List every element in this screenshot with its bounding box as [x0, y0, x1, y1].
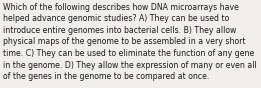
Text: physical maps of the genome to be assembled in a very short: physical maps of the genome to be assemb… [3, 37, 246, 46]
Text: time. C) They can be used to eliminate the function of any gene: time. C) They can be used to eliminate t… [3, 49, 254, 58]
Text: helped advance genomic studies? A) They can be used to: helped advance genomic studies? A) They … [3, 14, 229, 23]
Text: of the genes in the genome to be compared at once.: of the genes in the genome to be compare… [3, 72, 210, 81]
Text: introduce entire genomes into bacterial cells. B) They allow: introduce entire genomes into bacterial … [3, 26, 236, 35]
Text: Which of the following describes how DNA microarrays have: Which of the following describes how DNA… [3, 3, 239, 12]
Text: in the genome. D) They allow the expression of many or even all: in the genome. D) They allow the express… [3, 61, 257, 70]
